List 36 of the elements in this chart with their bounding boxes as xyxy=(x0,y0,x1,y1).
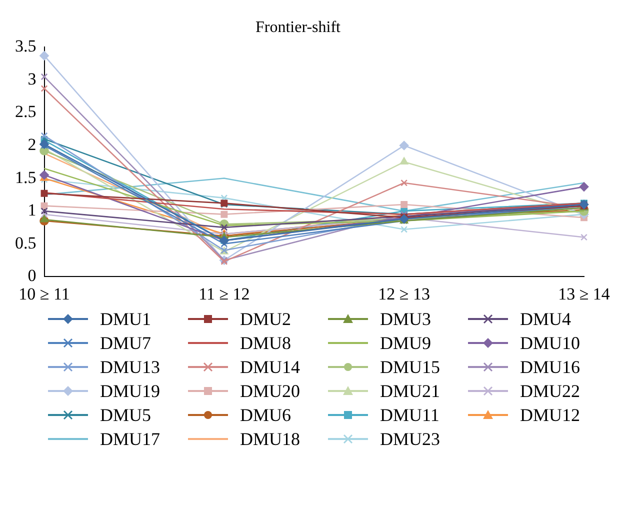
legend-label: DMU5 xyxy=(100,404,152,426)
y-tick-label: 3.5 xyxy=(15,36,36,56)
legend-label: DMU13 xyxy=(100,356,160,378)
legend-label: DMU3 xyxy=(380,308,432,330)
legend-label: DMU12 xyxy=(520,404,580,426)
x-tick-label: 11 ≥ 12 xyxy=(198,284,250,304)
y-tick-label: 0.5 xyxy=(15,233,36,252)
y-tick-label: 3 xyxy=(28,69,36,88)
y-tick-label: 2.5 xyxy=(15,102,36,122)
y-tick-label: 1.5 xyxy=(15,168,36,187)
legend-label: DMU17 xyxy=(100,428,160,450)
legend-label: DMU22 xyxy=(520,380,580,402)
x-tick-label: 13 ≥ 14 xyxy=(558,284,610,304)
legend-label: DMU20 xyxy=(240,380,300,402)
legend-label: DMU7 xyxy=(100,332,152,354)
legend-label: DMU1 xyxy=(100,308,152,330)
legend-label: DMU18 xyxy=(240,428,300,450)
legend-label: DMU6 xyxy=(240,404,292,426)
y-tick-label: 1 xyxy=(28,200,36,220)
legend-label: DMU8 xyxy=(240,332,292,354)
legend-label: DMU11 xyxy=(380,404,440,426)
x-tick-label: 10 ≥ 11 xyxy=(18,284,70,304)
legend-label: DMU9 xyxy=(380,332,432,354)
y-tick-label: 0 xyxy=(28,266,36,286)
legend-label: DMU16 xyxy=(520,356,580,378)
legend-label: DMU14 xyxy=(240,356,300,378)
chart-title: Frontier-shift xyxy=(256,18,342,36)
legend-label: DMU19 xyxy=(100,380,160,402)
x-tick-label: 12 ≥ 13 xyxy=(378,284,430,304)
legend-label: DMU10 xyxy=(520,332,580,354)
y-tick-label: 2 xyxy=(28,134,36,154)
legend-label: DMU21 xyxy=(380,380,440,402)
legend-label: DMU4 xyxy=(520,308,572,330)
legend-label: DMU15 xyxy=(380,356,440,378)
legend-label: DMU2 xyxy=(240,308,292,330)
legend-label: DMU23 xyxy=(380,428,440,450)
